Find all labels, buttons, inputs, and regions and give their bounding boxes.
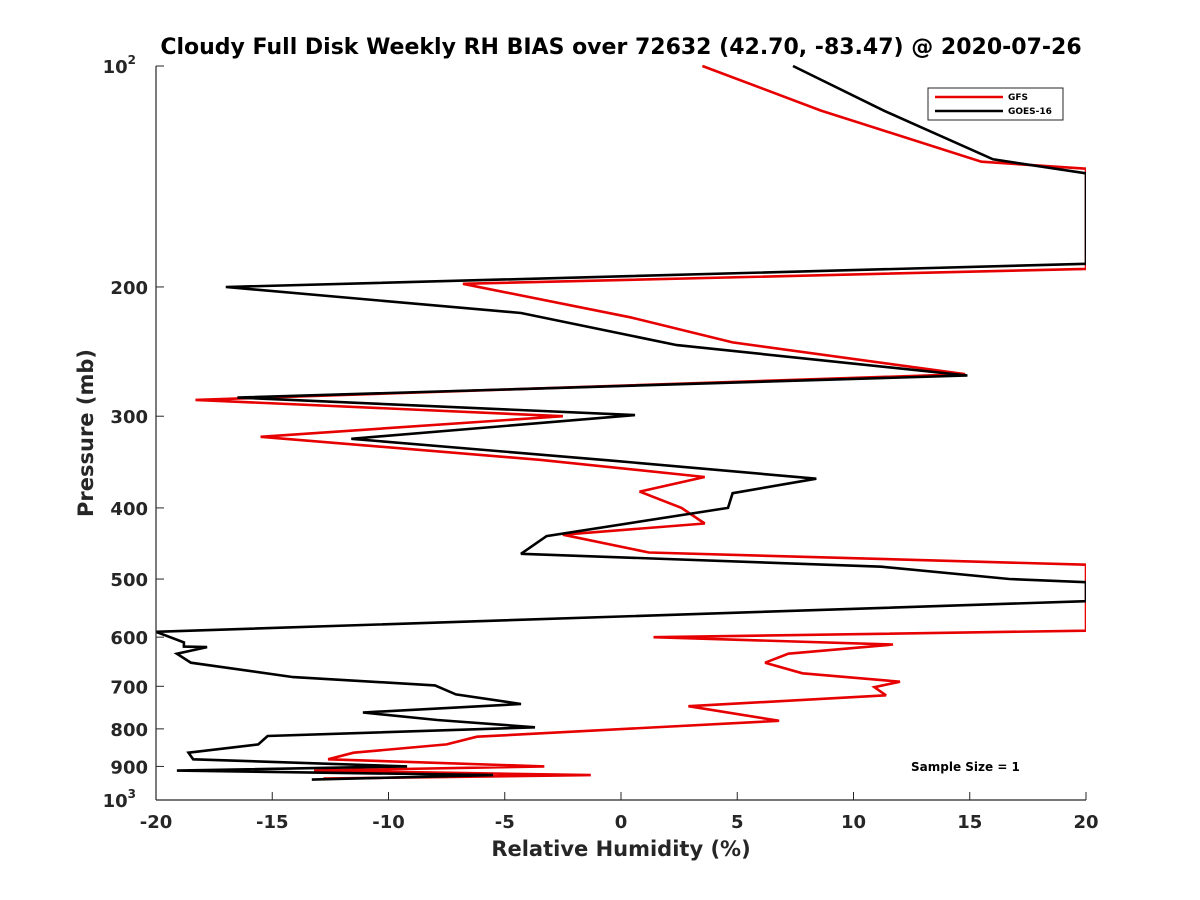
y-tick-label: 900: [110, 757, 148, 778]
y-tick-label: 600: [110, 628, 148, 649]
sample-size-annotation: Sample Size = 1: [911, 760, 1020, 774]
series-line-goes16: [156, 64, 1086, 781]
series-line-gfs: [195, 64, 1086, 780]
x-tick-label: -10: [372, 812, 405, 833]
x-tick-label: 0: [615, 812, 628, 833]
x-tick-label: 20: [1073, 812, 1098, 833]
x-tick-label: -15: [256, 812, 289, 833]
x-ticks: -20 -15 -10 -5 0 5 10 15 20: [140, 792, 1099, 833]
x-tick-label: -5: [495, 812, 515, 833]
legend-box: [927, 87, 1064, 121]
x-tick-label: 10: [841, 812, 866, 833]
y-tick-label: 800: [110, 720, 148, 741]
y-tick-label: 200: [110, 278, 148, 299]
x-axis-label: Relative Humidity (%): [491, 837, 750, 861]
y-axis-label: Pressure (mb): [74, 349, 98, 517]
legend: GFS GOES-16: [927, 87, 1064, 121]
legend-label-goes16: GOES-16: [1008, 107, 1052, 117]
x-tick-label: -20: [140, 812, 173, 833]
series-layer: [156, 64, 1086, 781]
y-tick-label: 700: [110, 677, 148, 698]
plot-area: -20 -15 -10 -5 0 5 10 15 20 10220030040050060070…: [103, 53, 1099, 833]
y-tick-label: 300: [110, 407, 148, 428]
chart-title: Cloudy Full Disk Weekly RH BIAS over 726…: [160, 35, 1081, 60]
y-tick-label: 400: [110, 499, 148, 520]
legend-label-gfs: GFS: [1008, 93, 1028, 103]
x-tick-label: 5: [731, 812, 744, 833]
x-tick-label: 15: [957, 812, 982, 833]
y-tick-label: 500: [110, 570, 148, 591]
